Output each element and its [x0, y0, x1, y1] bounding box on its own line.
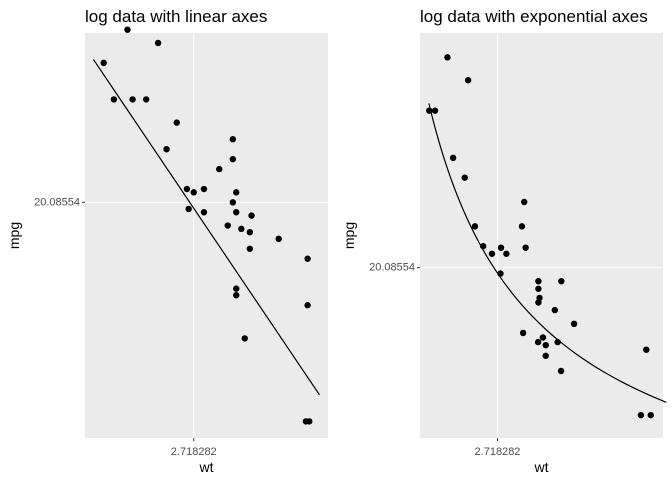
- data-point: [302, 418, 310, 425]
- fit-line-left-path: [92, 59, 321, 396]
- y-axis-label-right: mpg: [341, 222, 357, 249]
- y-tick-label-right: 20.08554: [369, 262, 415, 274]
- data-point: [557, 367, 565, 375]
- data-point: [233, 209, 240, 216]
- chart-left: log data with linear axes 2.718282 20.08…: [6, 7, 328, 475]
- data-point: [163, 145, 170, 153]
- data-point: [124, 26, 131, 33]
- data-point: [190, 189, 197, 196]
- data-point: [535, 277, 542, 285]
- plot-panel-right: [420, 33, 663, 438]
- data-point: [503, 250, 510, 257]
- data-point: [110, 96, 118, 103]
- y-tick-label-left: 20.08554: [34, 196, 80, 208]
- data-point: [248, 212, 255, 219]
- chart-title-left: log data with linear axes: [85, 7, 267, 26]
- data-point: [154, 39, 162, 47]
- data-point: [224, 222, 231, 229]
- chart-right: log data with exponential axes 2.718282 …: [341, 7, 667, 475]
- fit-line-left: [92, 59, 321, 396]
- data-point: [535, 285, 542, 292]
- data-point: [554, 338, 561, 346]
- data-point: [534, 338, 542, 346]
- data-point: [431, 107, 439, 114]
- data-point: [100, 59, 107, 67]
- data-point: [521, 198, 528, 206]
- data-point: [185, 205, 192, 213]
- data-point: [539, 334, 547, 341]
- data-point: [497, 270, 504, 277]
- data-point: [233, 285, 240, 292]
- data-point: [142, 96, 150, 103]
- points-right: [426, 54, 654, 419]
- plot-panel-left: [85, 33, 328, 438]
- data-point: [216, 165, 223, 173]
- data-point: [304, 255, 311, 262]
- x-tick-label-right: 2.718282: [475, 446, 521, 458]
- data-point: [637, 411, 645, 419]
- y-axis-label-left: mpg: [6, 222, 22, 249]
- points-left: [100, 26, 313, 425]
- x-tick-label-left: 2.718282: [171, 446, 217, 458]
- data-point: [518, 223, 526, 230]
- data-point: [643, 346, 650, 353]
- data-point: [304, 302, 311, 309]
- data-point: [426, 107, 433, 114]
- data-point: [229, 136, 237, 143]
- data-point: [647, 411, 654, 419]
- gridlines-left: [85, 33, 328, 438]
- chart-title-right: log data with exponential axes: [420, 7, 648, 26]
- data-point: [229, 199, 237, 206]
- axis-ticks-left: [82, 201, 195, 441]
- x-axis-label-right: wt: [534, 459, 549, 475]
- data-point: [246, 245, 254, 252]
- data-point: [464, 76, 472, 84]
- data-point: [238, 225, 245, 233]
- data-point: [246, 228, 254, 236]
- data-point: [497, 244, 505, 251]
- fit-line-right-path: [428, 103, 667, 403]
- data-point: [233, 292, 240, 299]
- data-point: [535, 299, 542, 306]
- data-point: [444, 54, 451, 61]
- data-point: [173, 119, 180, 126]
- data-point: [183, 185, 191, 193]
- data-point: [200, 185, 208, 193]
- data-point: [200, 209, 208, 216]
- data-point: [229, 155, 237, 163]
- axis-ticks-right: [417, 267, 499, 441]
- gridlines-right: [420, 33, 663, 438]
- data-point: [241, 335, 248, 342]
- data-point: [542, 352, 549, 359]
- data-point: [471, 223, 479, 230]
- data-point: [542, 341, 549, 349]
- data-point: [570, 320, 578, 328]
- data-point: [275, 235, 282, 243]
- data-point: [479, 242, 487, 250]
- data-point: [233, 189, 240, 196]
- data-point: [519, 329, 527, 337]
- data-point: [522, 244, 529, 251]
- data-point: [129, 96, 136, 103]
- x-axis-label-left: wt: [199, 459, 214, 475]
- data-point: [558, 277, 565, 285]
- data-point: [449, 154, 457, 162]
- data-point: [551, 306, 559, 314]
- data-point: [488, 250, 496, 257]
- fit-line-right: [428, 103, 667, 403]
- data-point: [461, 174, 468, 181]
